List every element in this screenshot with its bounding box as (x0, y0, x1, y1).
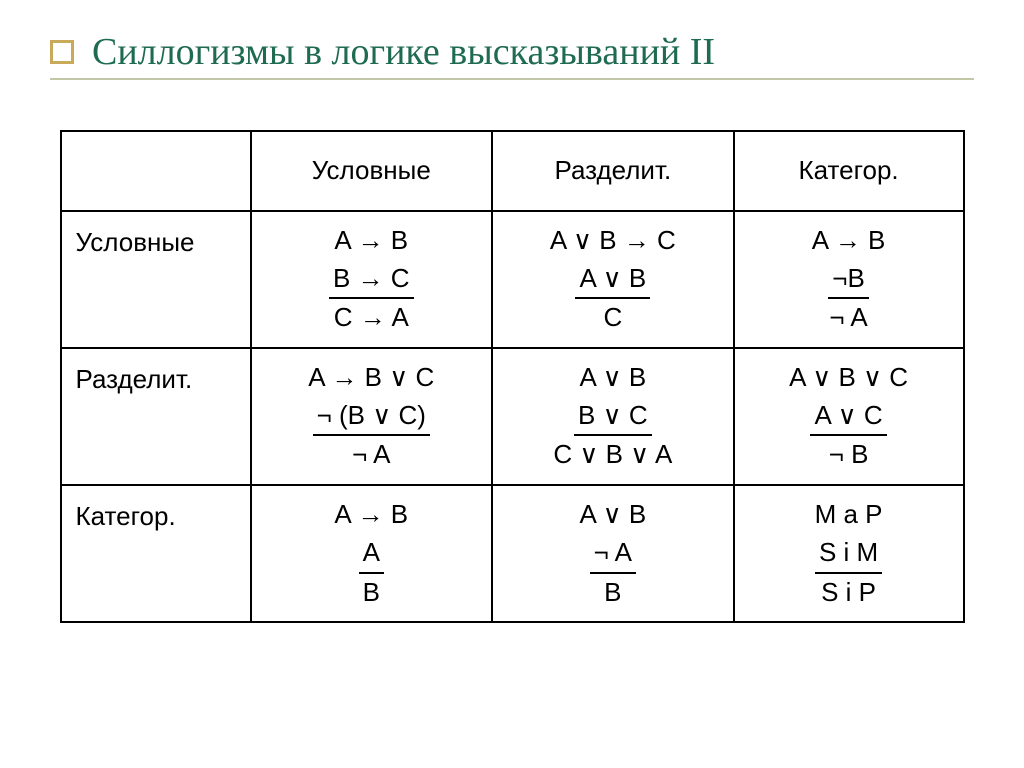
conclusion: ¬ A (352, 439, 390, 469)
premise-2: ¬ (B ∨ C) (313, 397, 430, 437)
row-label-2: Категор. (61, 485, 251, 622)
title-block: Силлогизмы в логике высказываний II (50, 30, 974, 80)
conclusion: C ∨ B ∨ A (553, 439, 672, 469)
premise-1: A ∨ B ∨ C (789, 362, 908, 392)
header-row: Условные Разделит. Категор. (61, 131, 964, 211)
premise-2: A (359, 534, 384, 574)
syllogism-table: Условные Разделит. Категор. Условные A →… (60, 130, 965, 623)
row-label-1: Разделит. (61, 348, 251, 485)
premise-1: A → B ∨ C (308, 362, 434, 392)
conclusion: B (363, 577, 380, 607)
conclusion: B (604, 577, 621, 607)
cell-2-1: A ∨ B ¬ A B (492, 485, 734, 622)
header-empty (61, 131, 251, 211)
premise-2: B ∨ C (574, 397, 652, 437)
premise-1: A ∨ B (579, 362, 646, 392)
conclusion: ¬ A (829, 302, 867, 332)
conclusion: C (603, 302, 622, 332)
premise-2: S i M (815, 534, 882, 574)
cell-1-1: A ∨ B B ∨ C C ∨ B ∨ A (492, 348, 734, 485)
cell-0-2: A → B ¬B ¬ A (734, 211, 964, 348)
conclusion: C → A (334, 302, 409, 332)
page-title: Силлогизмы в логике высказываний II (92, 30, 715, 74)
cell-2-0: A → B A B (251, 485, 493, 622)
premise-1: A ∨ B (579, 499, 646, 529)
cell-1-0: A → B ∨ C ¬ (B ∨ C) ¬ A (251, 348, 493, 485)
premise-2: ¬ A (590, 534, 636, 574)
header-col-1: Разделит. (492, 131, 734, 211)
premise-2: B → C (329, 260, 414, 300)
table-row: Разделит. A → B ∨ C ¬ (B ∨ C) ¬ A A ∨ B … (61, 348, 964, 485)
premise-1: A → B (334, 499, 408, 529)
premise-1: A → B (334, 225, 408, 255)
premise-2: A ∨ C (810, 397, 886, 437)
cell-0-1: A ∨ B → C A ∨ B C (492, 211, 734, 348)
title-square-icon (50, 40, 74, 64)
table-row: Категор. A → B A B A ∨ B ¬ A B M a P S i… (61, 485, 964, 622)
row-label-0: Условные (61, 211, 251, 348)
cell-2-2: M a P S i M S i P (734, 485, 964, 622)
premise-1: M a P (815, 499, 883, 529)
cell-1-2: A ∨ B ∨ C A ∨ C ¬ B (734, 348, 964, 485)
premise-2: ¬B (828, 260, 869, 300)
table-row: Условные A → B B → C C → A A ∨ B → C A ∨… (61, 211, 964, 348)
header-col-0: Условные (251, 131, 493, 211)
premise-1: A ∨ B → C (550, 225, 676, 255)
header-col-2: Категор. (734, 131, 964, 211)
conclusion: ¬ B (829, 439, 869, 469)
premise-2: A ∨ B (575, 260, 650, 300)
conclusion: S i P (821, 577, 876, 607)
premise-1: A → B (812, 225, 886, 255)
cell-0-0: A → B B → C C → A (251, 211, 493, 348)
